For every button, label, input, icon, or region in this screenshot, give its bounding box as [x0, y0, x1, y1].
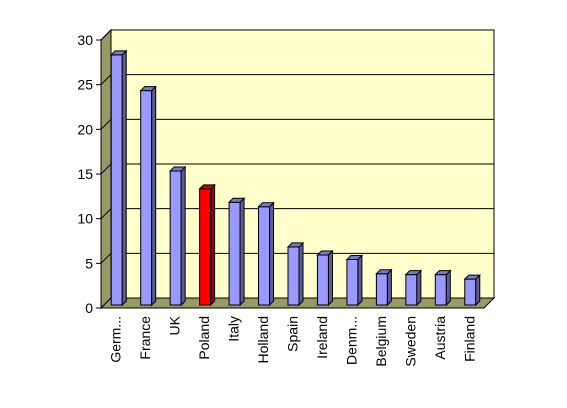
bar-holland [257, 201, 275, 307]
bar-front [405, 274, 418, 306]
bar-top [168, 166, 187, 172]
x-tick-label: France [137, 316, 153, 360]
bar-front [228, 201, 241, 306]
bar-front [287, 246, 300, 306]
bar-austria [434, 269, 452, 307]
bar-front [169, 170, 182, 306]
bar-uk [168, 165, 187, 307]
bar-front [464, 278, 477, 306]
bar-side [357, 254, 363, 307]
bar-side [239, 197, 245, 307]
bar-side [210, 183, 216, 307]
y-axis-ticks: 0 5 10 15 20 25 30 [77, 32, 102, 316]
bar-top [345, 254, 364, 260]
x-tick-label: Belgium [373, 316, 389, 367]
x-tick-label: Sweden [402, 316, 418, 367]
bar-top [316, 250, 334, 256]
y-tick-label: 5 [85, 255, 93, 271]
x-tick-label: Italy [226, 316, 242, 342]
bar-front [375, 273, 388, 306]
bar-side [151, 85, 157, 307]
bar-front [140, 90, 153, 306]
x-tick-label: Denm... [343, 316, 359, 365]
bar-ireland [316, 249, 334, 307]
bar-germ [110, 49, 128, 307]
bar-france [139, 85, 157, 307]
bar-top [257, 202, 275, 208]
bar-front [199, 188, 212, 306]
bar-top [434, 270, 452, 276]
y-tick-label: 30 [77, 32, 93, 48]
bar-side [475, 273, 481, 307]
gridline [100, 29, 494, 41]
x-tick-label: Spain [285, 316, 301, 352]
bar-top [139, 86, 157, 92]
bar-side [180, 165, 186, 307]
bar-front [434, 274, 447, 306]
bar-front [110, 54, 123, 306]
bar-top [375, 269, 393, 275]
bars [110, 49, 481, 307]
bar-front [346, 258, 359, 306]
bar-top [227, 197, 246, 203]
y-tick-label: 10 [77, 211, 93, 227]
y-tick-label: 25 [77, 77, 93, 93]
bar-top [463, 274, 481, 280]
x-tick-label: Ireland [314, 316, 330, 359]
bar-side [327, 249, 333, 307]
y-tick-label: 20 [77, 121, 93, 137]
bar-poland [198, 183, 216, 307]
bar-belgium [375, 268, 393, 307]
bar-italy [227, 197, 246, 307]
bar-side [121, 49, 127, 307]
bar-top [110, 50, 128, 56]
bar-sweden [404, 269, 423, 307]
x-axis-ticks: Germ... France UK Poland Italy Holland Spain Ir… [108, 315, 478, 366]
bar-top [286, 242, 305, 248]
bar-finland [463, 273, 481, 307]
y-tick-label: 15 [77, 166, 93, 182]
x-tick-label: Holland [255, 316, 271, 363]
bar-top [404, 270, 423, 276]
bar-top [198, 184, 216, 190]
bar-side [416, 269, 422, 307]
y-tick-label: 0 [85, 300, 93, 316]
bar-side [386, 268, 392, 307]
bar-front [316, 254, 329, 306]
x-tick-label: Austria [432, 316, 448, 360]
x-tick-label: Poland [196, 316, 212, 360]
x-tick-label: UK [167, 315, 183, 335]
x-tick-label: Finland [461, 316, 477, 362]
bar-front [258, 206, 271, 306]
bar-spain [286, 241, 305, 307]
bar-side [298, 241, 304, 307]
bar-denm [345, 254, 364, 307]
bar-side [445, 269, 451, 307]
x-tick-label: Germ... [108, 316, 124, 363]
bar-side [269, 201, 275, 307]
